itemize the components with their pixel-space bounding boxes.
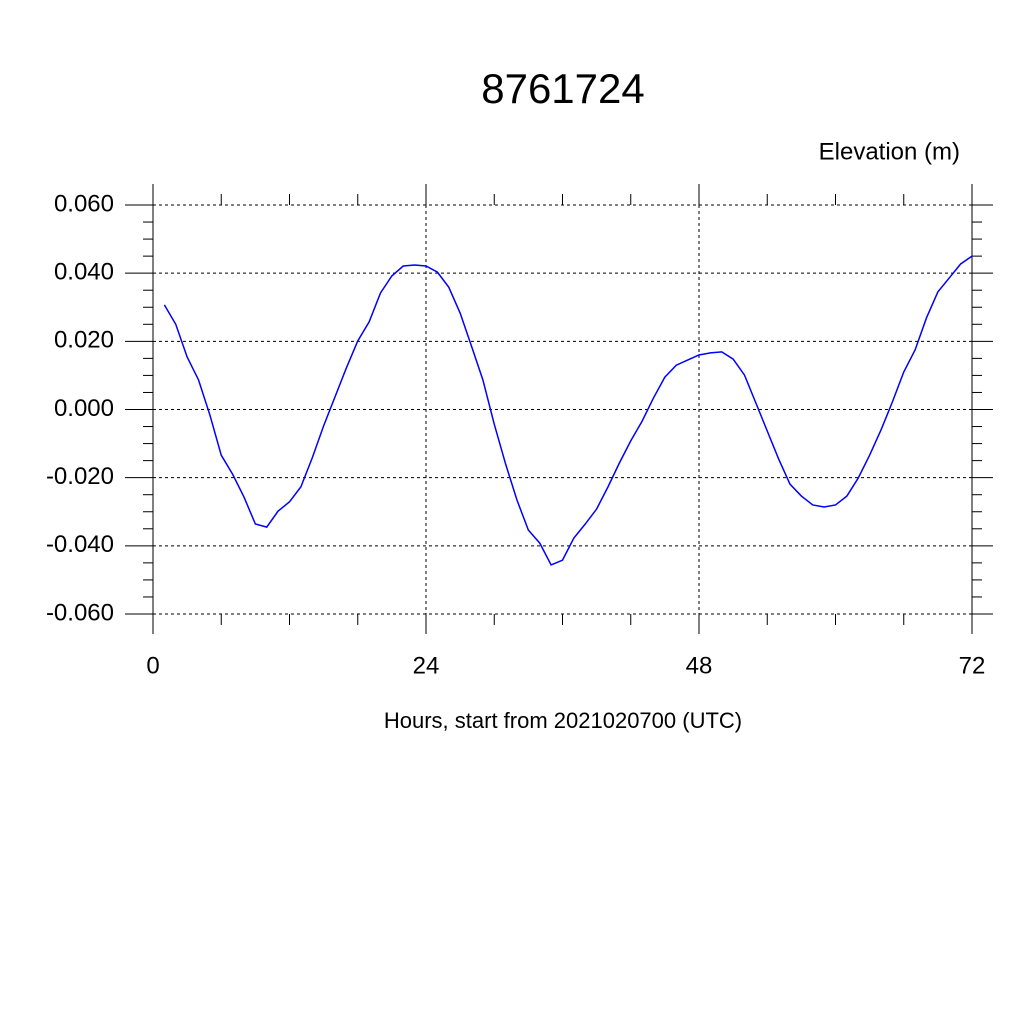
y-tick-label: 0.060 [54,190,114,217]
x-tick-label: 24 [413,652,440,679]
x-tick-label: 0 [146,652,159,679]
y-axis-label: Elevation (m) [819,138,960,165]
y-tick-label: -0.060 [46,599,114,626]
x-axis-label: Hours, start from 2021020700 (UTC) [384,708,742,733]
data-line [163,255,973,566]
x-tick-label: 48 [686,652,713,679]
y-tick-label: 0.040 [54,259,114,286]
x-tick-label: 72 [959,652,986,679]
y-tick-label: 0.020 [54,327,114,354]
y-tick-label: 0.000 [54,395,114,422]
y-tick-label: -0.020 [46,463,114,490]
chart-title: 8761724 [481,65,645,112]
y-tick-label: -0.040 [46,531,114,558]
